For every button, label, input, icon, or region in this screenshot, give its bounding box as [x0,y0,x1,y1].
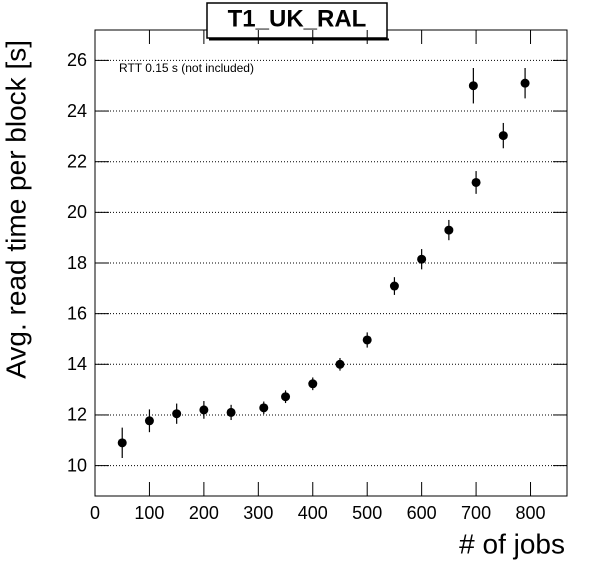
y-tick-label: 26 [67,50,87,70]
y-tick-label: 20 [67,202,87,222]
data-point [498,131,508,141]
y-tick-label: 22 [67,151,87,171]
x-axis-label: # of jobs [459,528,565,559]
annotation: RTT 0.15 s (not included) [119,61,254,75]
y-tick-label: 16 [67,303,87,323]
data-point [417,254,427,264]
y-tick-label: 10 [67,455,87,475]
y-tick-label: 18 [67,253,87,273]
x-tick-label: 0 [90,503,100,523]
data-point [172,409,182,419]
data-point [259,403,269,413]
x-tick-label: 300 [243,503,273,523]
chart-title: T1_UK_RAL [228,5,367,32]
data-point [471,177,481,187]
data-point [199,405,209,415]
plot-frame [94,29,568,497]
data-point [335,359,345,369]
x-tick-label: 800 [516,503,546,523]
data-point [444,225,454,235]
data-point [468,81,478,91]
y-tick-label: 24 [67,101,87,121]
data-point [520,78,530,88]
x-tick-label: 400 [298,503,328,523]
x-tick-label: 700 [461,503,491,523]
data-point [144,416,154,426]
data-point [117,438,127,448]
data-point [281,392,291,402]
data-point [226,407,236,417]
data-point [389,281,399,291]
x-tick-label: 100 [134,503,164,523]
data-point [308,379,318,389]
y-axis-label: Avg. read time per block [s] [0,40,31,379]
y-tick-label: 14 [67,354,87,374]
title-box [206,2,388,39]
x-tick-label: 500 [352,503,382,523]
y-tick-label: 12 [67,405,87,425]
data-point [362,335,372,345]
x-tick-label: 200 [189,503,219,523]
x-tick-label: 600 [407,503,437,523]
marks [95,59,567,467]
